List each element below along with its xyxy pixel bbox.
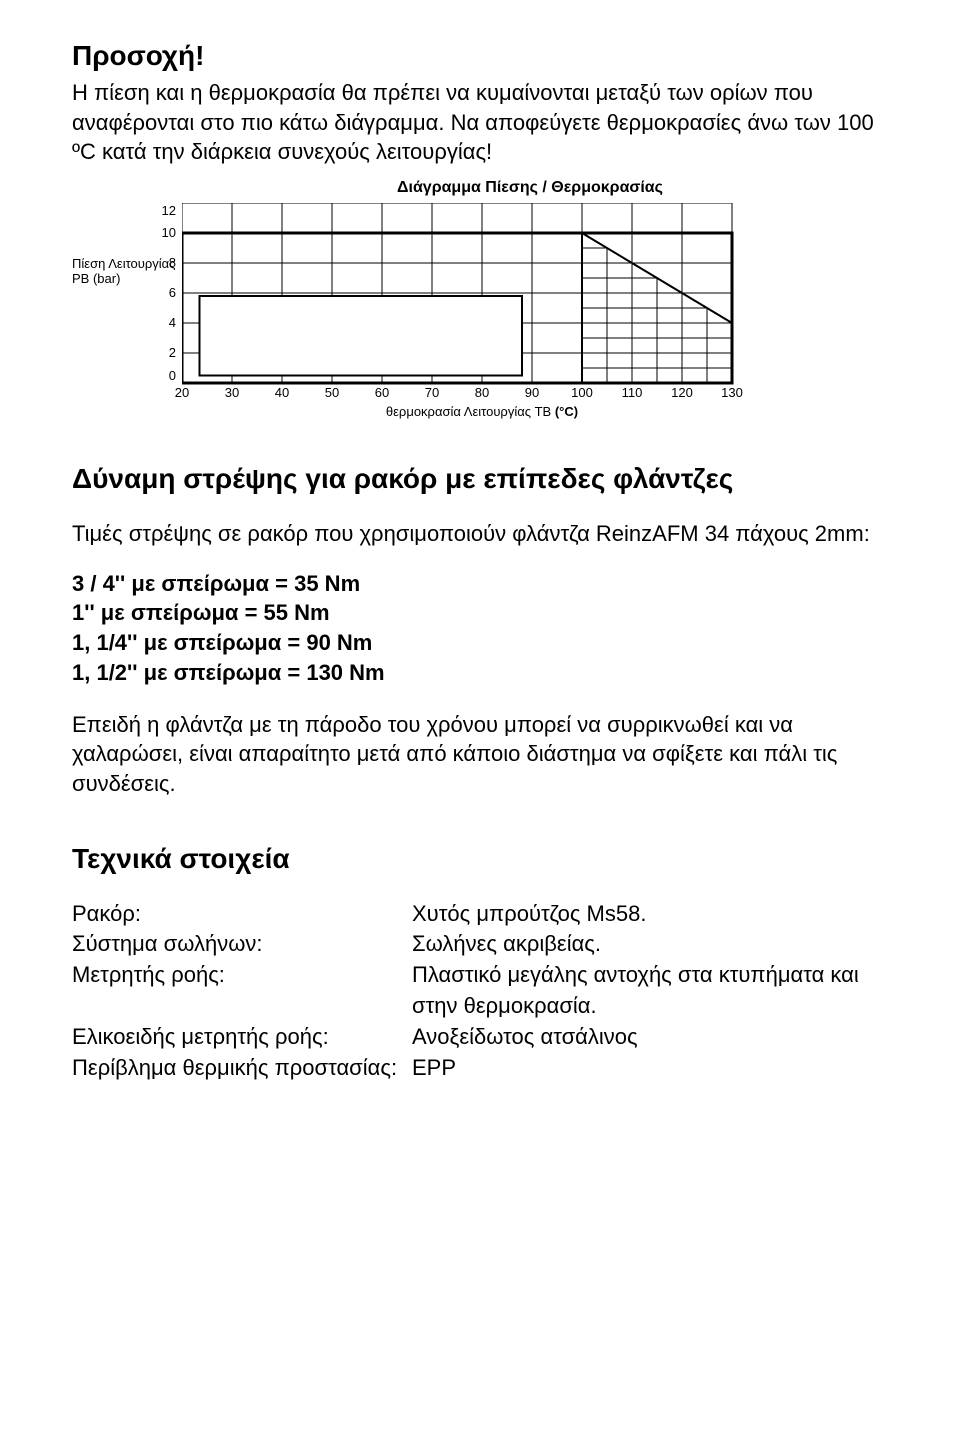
tech-table: Ρακόρ:Χυτός μπρούτζος Ms58.Σύστημα σωλήν… [72,899,888,1084]
chart-xtick: 80 [457,385,507,400]
tech-row: Ρακόρ:Χυτός μπρούτζος Ms58. [72,899,888,930]
chart-title: Διάγραμμα Πίεσης / Θερμοκρασίας [172,179,888,197]
tech-key: Περίβλημα θερμικής προστασίας: [72,1053,412,1084]
x-label-bold: (°C) [555,404,578,419]
y-label-2: PB (bar) [72,271,182,286]
chart-xtick: 50 [307,385,357,400]
attention-heading: Προσοχή! [72,40,888,72]
chart-ytick: 4 [72,308,176,338]
torque-item: 3 / 4'' με σπείρωμα = 35 Nm [72,569,888,599]
tech-key: Ρακόρ: [72,899,412,930]
torque-item: 1'' με σπείρωμα = 55 Nm [72,598,888,628]
tech-key: Μετρητής ροής: [72,960,412,1022]
chart-x-ticks: 2030405060708090100110120130 [157,385,807,400]
torque-heading: Δύναμη στρέψης για ρακόρ με επίπεδες φλά… [72,463,888,495]
torque-note: Επειδή η φλάντζα με τη πάροδο του χρόνου… [72,710,888,799]
tech-value: Σωλήνες ακριβείας. [412,929,888,960]
chart-y-axis-label: Πίεση Λειτουργίας PB (bar) [72,256,182,286]
x-label-prefix: θερμοκρασία Λειτουργίας TB [386,404,555,419]
attention-body: Η πίεση και η θερμοκρασία θα πρέπει να κ… [72,78,888,167]
chart-plot-area [182,203,782,385]
chart-xtick: 100 [557,385,607,400]
tech-heading: Τεχνικά στοιχεία [72,843,888,875]
chart-y-ticks: 121086420 [72,203,182,383]
chart-xtick: 110 [607,385,657,400]
chart-ytick: 10 [72,218,176,248]
tech-row: Περίβλημα θερμικής προστασίας:EPP [72,1053,888,1084]
chart-xtick: 90 [507,385,557,400]
chart-ytick: 2 [72,338,176,368]
tech-value: Χυτός μπρούτζος Ms58. [412,899,888,930]
tech-row: Ελικοειδής μετρητής ροής:Ανοξείδωτος ατσ… [72,1022,888,1053]
chart-xtick: 30 [207,385,257,400]
tech-key: Ελικοειδής μετρητής ροής: [72,1022,412,1053]
tech-row: Σύστημα σωλήνων:Σωλήνες ακριβείας. [72,929,888,960]
chart-xtick: 70 [407,385,457,400]
torque-item: 1, 1/4'' με σπείρωμα = 90 Nm [72,628,888,658]
pressure-temperature-chart: Διάγραμμα Πίεσης / Θερμοκρασίας 12108642… [72,179,888,419]
chart-xtick: 60 [357,385,407,400]
tech-value: Ανοξείδωτος ατσάλινος [412,1022,888,1053]
tech-value: EPP [412,1053,888,1084]
tech-row: Μετρητής ροής:Πλαστικό μεγάλης αντοχής σ… [72,960,888,1022]
chart-xtick: 20 [157,385,207,400]
torque-list: 3 / 4'' με σπείρωμα = 35 Nm1'' με σπείρω… [72,569,888,688]
chart-xtick: 40 [257,385,307,400]
tech-value: Πλαστικό μεγάλης αντοχής στα κτυπήματα κ… [412,960,888,1022]
chart-xtick: 130 [707,385,757,400]
chart-x-axis-label: θερμοκρασία Λειτουργίας TB (°C) [182,404,782,419]
chart-xtick: 120 [657,385,707,400]
chart-ytick: 0 [72,368,176,383]
tech-key: Σύστημα σωλήνων: [72,929,412,960]
chart-ytick: 12 [72,203,176,218]
torque-item: 1, 1/2'' με σπείρωμα = 130 Nm [72,658,888,688]
y-label-1: Πίεση Λειτουργίας [72,256,182,271]
torque-intro: Τιμές στρέψης σε ρακόρ που χρησιμοποιούν… [72,519,888,549]
